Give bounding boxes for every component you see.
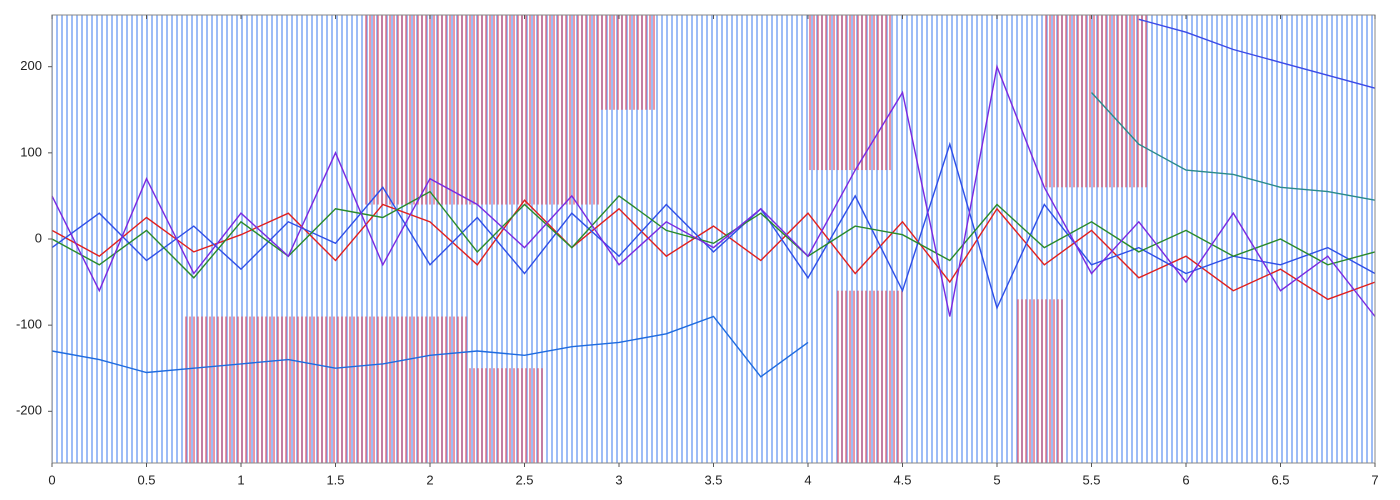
x-tick-label: 6 — [1182, 472, 1189, 487]
x-tick-label: 3.5 — [704, 472, 722, 487]
region — [1015, 299, 1064, 463]
x-tick-label: 5 — [993, 472, 1000, 487]
series-line — [1138, 18, 1376, 89]
region — [1044, 15, 1149, 188]
series-line — [51, 190, 1376, 279]
x-tick-label: 6.5 — [1271, 472, 1289, 487]
series-line — [51, 64, 1376, 317]
y-tick-label: 200 — [20, 58, 42, 73]
x-tick-label: 0 — [48, 472, 55, 487]
x-tick-label: 7 — [1371, 472, 1378, 487]
y-tick-label: -100 — [16, 317, 42, 332]
region — [363, 15, 601, 205]
x-tick-label: 1 — [237, 472, 244, 487]
region — [600, 15, 657, 110]
x-tick-label: 2.5 — [515, 472, 533, 487]
x-tick-label: 5.5 — [1082, 472, 1100, 487]
x-tick-label: 1.5 — [326, 472, 344, 487]
series-line — [1090, 92, 1376, 201]
series-line — [51, 315, 809, 378]
y-tick-label: 0 — [35, 230, 42, 245]
x-tick-label: 2 — [426, 472, 433, 487]
y-tick-label: -200 — [16, 403, 42, 418]
series-line — [51, 199, 1376, 301]
series-line — [51, 141, 1376, 310]
region — [808, 15, 894, 171]
region — [184, 316, 468, 463]
region — [836, 290, 903, 463]
y-tick-label: 100 — [20, 144, 42, 159]
x-tick-label: 3 — [615, 472, 622, 487]
x-tick-label: 4.5 — [893, 472, 911, 487]
x-tick-label: 0.5 — [137, 472, 155, 487]
region — [467, 368, 544, 463]
x-tick-label: 4 — [804, 472, 811, 487]
